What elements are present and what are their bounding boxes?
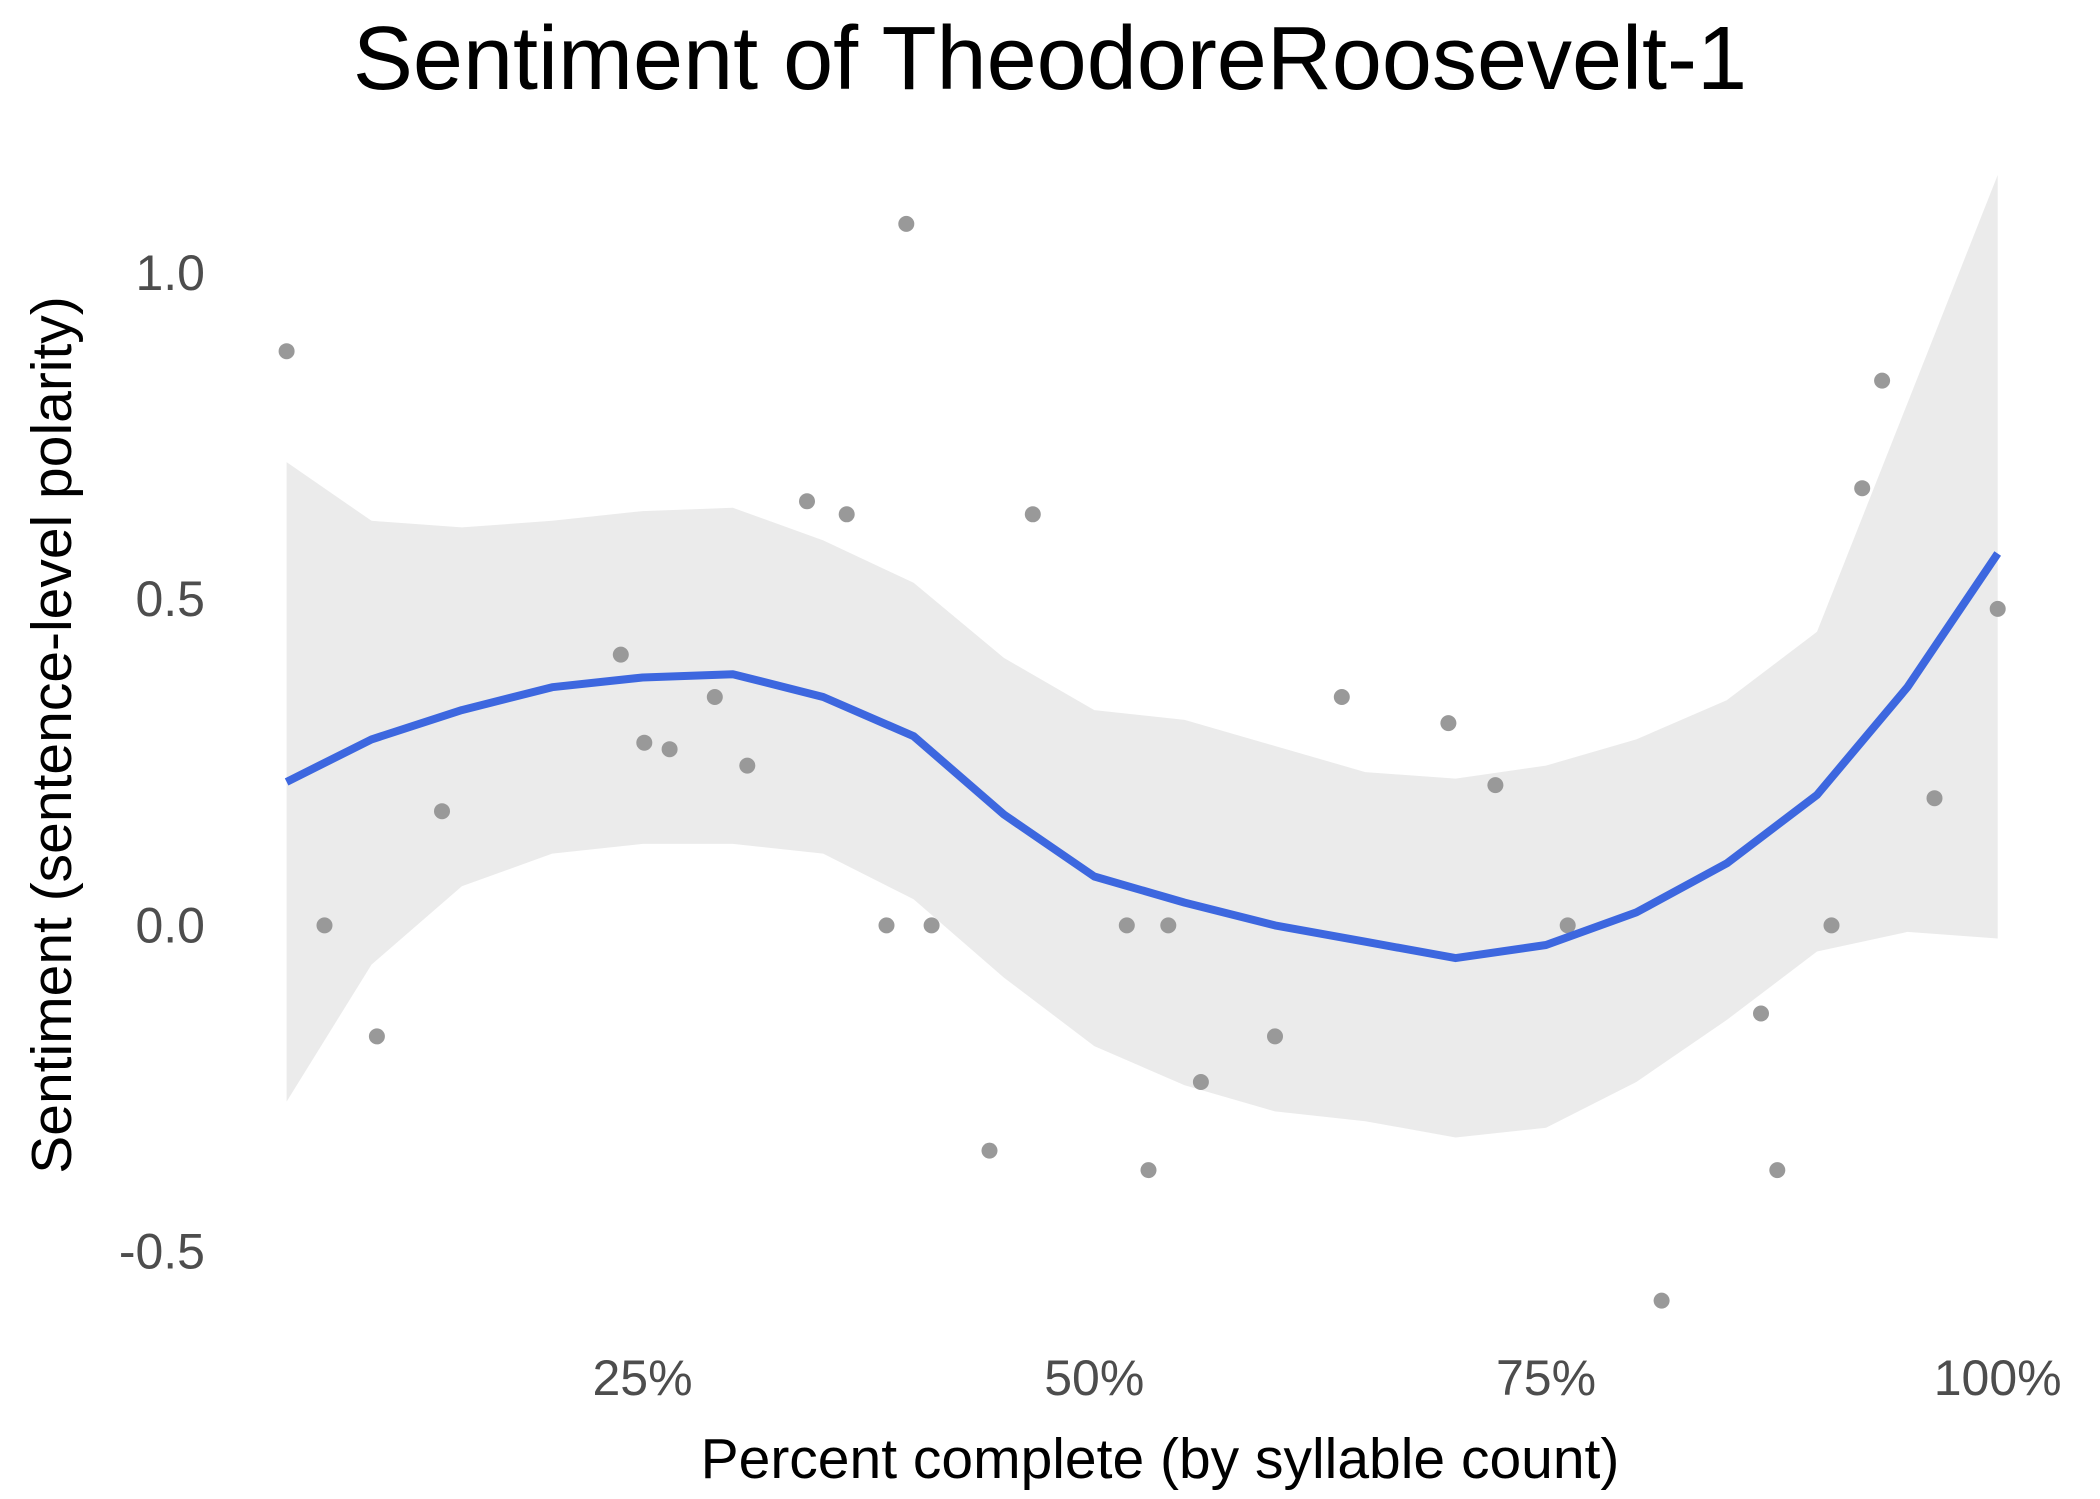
x-tick-label-1: 50% — [1044, 1350, 1144, 1406]
y-axis-title: Sentiment (sentence-level polarity) — [20, 296, 84, 1174]
data-point-17 — [1140, 1162, 1157, 1179]
data-point-14 — [981, 1142, 998, 1159]
data-point-16 — [1118, 917, 1135, 934]
x-tick-label-2: 75% — [1496, 1350, 1596, 1406]
data-point-18 — [1160, 917, 1177, 934]
data-point-22 — [1440, 715, 1457, 732]
data-point-9 — [799, 493, 815, 510]
data-point-4 — [612, 646, 629, 663]
data-point-13 — [923, 917, 940, 934]
data-point-12 — [898, 215, 915, 232]
data-point-24 — [1559, 917, 1576, 934]
confidence-band — [286, 175, 1998, 1138]
data-point-20 — [1267, 1028, 1283, 1045]
data-point-15 — [1024, 506, 1041, 523]
data-point-7 — [706, 689, 723, 705]
data-point-8 — [739, 757, 756, 774]
data-point-31 — [1926, 790, 1943, 807]
data-point-6 — [661, 741, 678, 758]
data-point-28 — [1823, 917, 1840, 934]
chart-title: Sentiment of TheodoreRoosevelt-1 — [352, 9, 1748, 109]
data-point-19 — [1192, 1074, 1209, 1090]
x-tick-label-3: 100% — [1934, 1350, 2062, 1406]
data-point-5 — [636, 734, 653, 751]
data-point-27 — [1769, 1162, 1786, 1179]
data-point-25 — [1653, 1292, 1670, 1309]
data-point-2 — [368, 1028, 385, 1045]
data-point-23 — [1487, 777, 1504, 794]
data-point-11 — [878, 917, 895, 934]
data-point-10 — [838, 506, 855, 523]
points-layer — [278, 215, 2006, 1309]
data-point-0 — [278, 343, 295, 360]
data-point-26 — [1753, 1005, 1769, 1022]
smooth-line — [284, 551, 2002, 963]
data-point-29 — [1854, 480, 1871, 497]
x-tick-label-0: 25% — [592, 1350, 692, 1406]
data-point-3 — [434, 803, 450, 820]
smooth-line-layer — [284, 551, 2002, 963]
data-point-21 — [1333, 689, 1350, 705]
y-tick-label-2: 0.0 — [135, 897, 205, 953]
y-tick-label-1: 0.5 — [135, 571, 205, 627]
x-axis-title: Percent complete (by syllable count) — [701, 1427, 1620, 1491]
confidence-band-layer — [286, 175, 1998, 1138]
data-point-32 — [1989, 600, 2006, 617]
y-tick-label-3: -0.5 — [119, 1224, 205, 1280]
data-point-1 — [316, 917, 333, 934]
data-point-30 — [1874, 372, 1891, 389]
x-tick-labels: 25% 50% 75% 100% — [592, 1350, 2061, 1406]
y-tick-labels: 1.0 0.5 0.0 -0.5 — [119, 245, 205, 1280]
y-tick-label-0: 1.0 — [135, 245, 205, 301]
